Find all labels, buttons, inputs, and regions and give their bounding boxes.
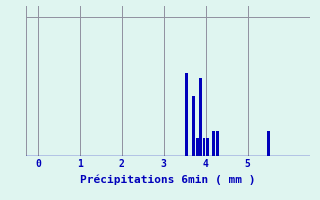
Bar [216, 131, 219, 156]
Bar [192, 96, 195, 156]
Bar [206, 138, 209, 156]
Bar [196, 138, 199, 156]
Bar [203, 138, 205, 156]
Bar [267, 131, 270, 156]
Bar [212, 131, 215, 156]
Bar [185, 73, 188, 156]
X-axis label: Précipitations 6min ( mm ): Précipitations 6min ( mm ) [80, 174, 256, 185]
Bar [199, 78, 202, 156]
